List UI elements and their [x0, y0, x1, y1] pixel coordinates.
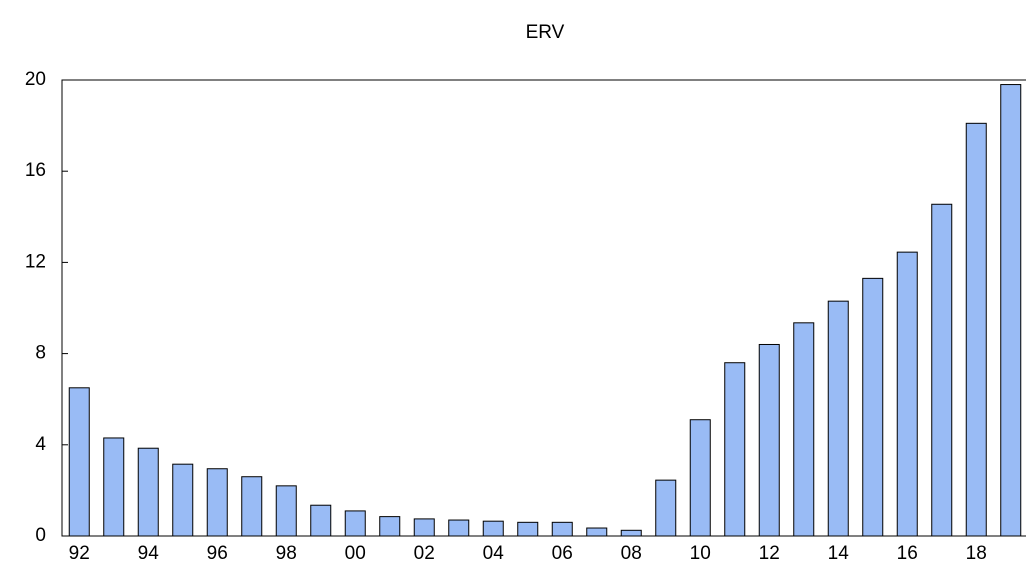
- x-tick-label: 18: [966, 543, 987, 564]
- bar: [827, 300, 849, 537]
- y-tick-label: 20: [25, 69, 46, 90]
- bar: [172, 463, 194, 537]
- bar: [689, 419, 711, 537]
- bar: [448, 519, 470, 537]
- x-tick-label: 08: [621, 543, 642, 564]
- bar: [793, 322, 815, 537]
- x-tick-label: 14: [828, 543, 850, 564]
- x-tick-label: 12: [759, 543, 780, 564]
- x-tick-label: 98: [276, 543, 297, 564]
- bar: [620, 529, 642, 537]
- x-tick-label: 92: [69, 543, 90, 564]
- y-tick-label: 16: [25, 160, 46, 181]
- bar: [862, 277, 884, 537]
- bar: [137, 447, 159, 537]
- chart-title: ERV: [526, 22, 565, 43]
- y-tick-label: 12: [25, 251, 46, 272]
- bar: [896, 251, 918, 537]
- bar: [931, 203, 953, 537]
- bar: [413, 518, 435, 537]
- x-tick-label: 16: [897, 543, 918, 564]
- bar: [517, 521, 539, 537]
- plot-frame: [61, 79, 1026, 537]
- bar: [965, 122, 987, 537]
- bar: [344, 510, 366, 537]
- bar: [482, 520, 504, 537]
- bar: [275, 485, 297, 537]
- bar: [724, 362, 746, 537]
- bar: [241, 476, 263, 537]
- bar: [103, 437, 125, 537]
- y-tick-label: 8: [35, 343, 46, 364]
- bar: [206, 468, 228, 537]
- bar: [655, 479, 677, 537]
- x-tick-label: 00: [345, 543, 366, 564]
- x-tick-label: 96: [207, 543, 228, 564]
- bar: [1000, 84, 1022, 537]
- x-tick-label: 94: [138, 543, 160, 564]
- bar: [551, 521, 573, 537]
- bar: [310, 504, 332, 537]
- x-tick-label: 02: [414, 543, 435, 564]
- y-tick-label: 4: [35, 434, 46, 455]
- bar: [379, 516, 401, 537]
- x-tick-label: 04: [483, 543, 505, 564]
- x-tick-label: 10: [690, 543, 711, 564]
- bar: [586, 527, 608, 537]
- y-tick-label: 0: [35, 525, 46, 546]
- bar: [68, 387, 90, 537]
- bar: [758, 343, 780, 537]
- x-tick-label: 06: [552, 543, 573, 564]
